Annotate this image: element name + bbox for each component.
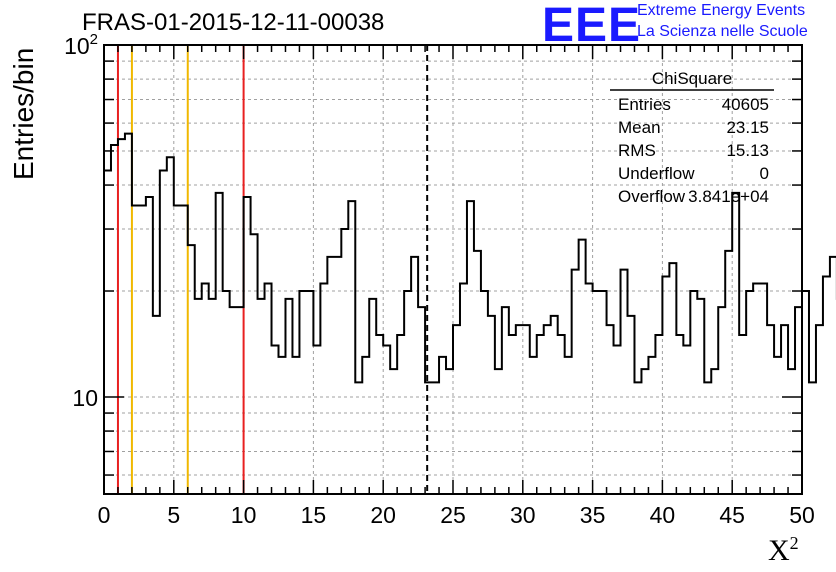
stats-value-overflow: 3.841e+04 (688, 187, 769, 206)
x-tick-label: 20 (370, 502, 396, 528)
x-tick-label: 45 (719, 502, 745, 528)
x-tick-label: 25 (440, 502, 466, 528)
x-tick-label: 40 (650, 502, 676, 528)
histogram-series (104, 132, 836, 384)
y-tick-label: 10 (72, 385, 98, 411)
stats-box: ChiSquare Entries 40605 Mean 23.15 RMS 1… (610, 69, 774, 206)
y-tick-label-exponent: 2 (90, 31, 98, 48)
stats-key-entries: Entries (618, 95, 671, 114)
x-axis-label: X2 (768, 533, 799, 568)
x-tick-label: 0 (98, 502, 111, 528)
x-tick-label: 50 (789, 502, 815, 528)
chart-title: FRAS-01-2015-12-11-00038 (82, 9, 385, 36)
logo-line-2: La Scienza nelle Scuole (637, 23, 808, 40)
x-axis-label-base: X (768, 534, 790, 567)
x-tick-label: 35 (580, 502, 606, 528)
stats-value-rms: 15.13 (726, 141, 769, 160)
stats-value-underflow: 0 (760, 164, 769, 183)
y-tick-label-base: 10 (72, 385, 98, 411)
logo-line-1: Extreme Energy Events (637, 2, 806, 19)
reference-lines (116, 45, 429, 494)
stats-key-mean: Mean (618, 118, 661, 137)
stats-title: ChiSquare (652, 69, 732, 88)
stats-key-rms: RMS (618, 141, 656, 160)
y-tick-label: 102 (64, 31, 98, 59)
x-tick-label: 5 (167, 502, 180, 528)
stats-value-mean: 23.15 (726, 118, 769, 137)
y-tick-label-base: 10 (64, 33, 90, 59)
eee-logo: EEE (542, 0, 642, 52)
x-tick-label: 10 (231, 502, 257, 528)
stats-value-entries: 40605 (722, 95, 769, 114)
x-tick-label: 15 (301, 502, 327, 528)
histogram-line (104, 132, 836, 384)
stats-key-overflow: Overflow (618, 187, 686, 206)
x-tick-label: 30 (510, 502, 536, 528)
x-axis-label-exponent: 2 (789, 533, 799, 553)
stats-key-underflow: Underflow (618, 164, 695, 183)
grid-lines (104, 45, 802, 494)
